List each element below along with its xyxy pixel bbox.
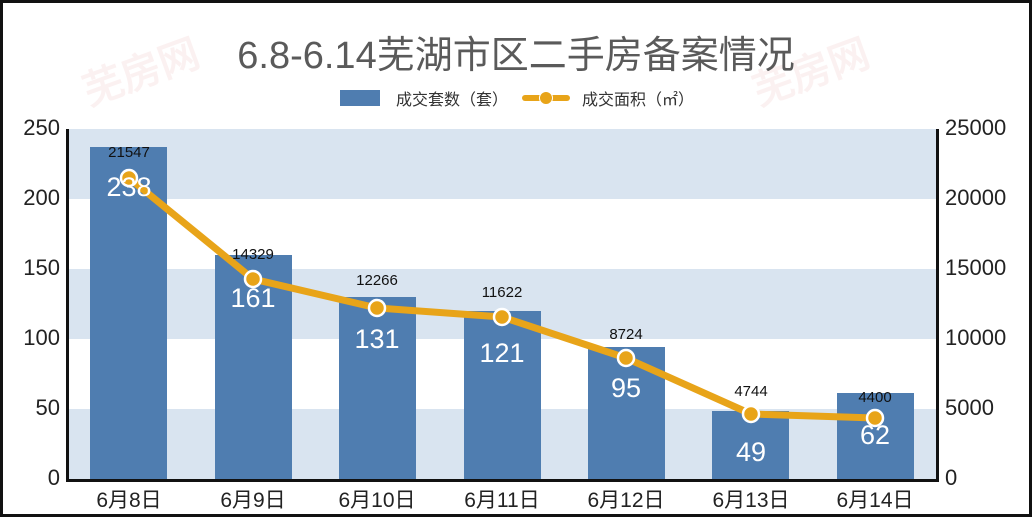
right-y-axis (936, 129, 939, 482)
x-tick: 6月9日 (220, 489, 286, 512)
grid-band (67, 199, 937, 269)
bar-data-label: 95 (610, 373, 642, 403)
left-y-tick: 0 (47, 465, 60, 490)
x-tick: 6月12日 (587, 489, 665, 512)
left-y-tick: 150 (23, 255, 60, 280)
legend: 成交套数（套） 成交面积（㎡） (340, 86, 694, 110)
bar-data-label: 161 (230, 283, 276, 313)
grid-band (67, 129, 937, 199)
bar-data-label: 121 (479, 338, 525, 368)
plot-area: 21547 14329 12266 11622 8724 4744 4400 2… (67, 129, 937, 480)
x-tick: 6月14日 (836, 489, 914, 512)
line-data-label: 11622 (481, 284, 523, 301)
bar-data-label: 131 (354, 324, 400, 354)
left-y-tick: 50 (35, 395, 60, 420)
area-line-series (119, 168, 885, 428)
bar-6-11 (464, 311, 541, 480)
right-y-tick: 25000 (945, 115, 1007, 140)
left-y-tick: 250 (23, 115, 60, 140)
legend-line-swatch (522, 90, 571, 106)
line-data-label: 4400 (858, 389, 892, 406)
bar-6-14 (837, 393, 914, 480)
line-data-label: 21547 (108, 144, 150, 161)
legend-bar-swatch (340, 90, 380, 106)
x-tick: 6月10日 (338, 489, 416, 512)
x-axis (66, 479, 939, 482)
bar-6-10 (339, 297, 416, 480)
bar-data-label: 62 (859, 420, 891, 450)
x-tick: 6月8日 (96, 489, 162, 512)
line-data-label: 8724 (609, 326, 643, 343)
right-y-tick: 20000 (945, 185, 1007, 210)
left-y-axis (66, 129, 69, 482)
right-y-tick: 15000 (945, 255, 1007, 280)
bar-data-label: 238 (106, 172, 152, 202)
left-y-tick: 100 (23, 325, 60, 350)
right-y-tick: 5000 (945, 395, 994, 420)
bar-data-label: 49 (735, 437, 767, 467)
line-data-label: 12266 (356, 272, 398, 289)
x-tick: 6月13日 (712, 489, 790, 512)
x-tick: 6月11日 (464, 489, 540, 512)
right-y-tick: 10000 (945, 325, 1007, 350)
left-y-tick: 200 (23, 185, 60, 210)
line-data-label: 4744 (734, 383, 768, 400)
chart-title: 6.8-6.14芜湖市区二手房备案情况 (237, 35, 795, 77)
legend-label-count: 成交套数（套） (396, 90, 509, 109)
legend-label-area: 成交面积（㎡） (582, 90, 695, 109)
line-data-label: 14329 (232, 246, 274, 263)
bar-6-9 (215, 255, 292, 480)
right-y-tick: 0 (945, 465, 958, 490)
